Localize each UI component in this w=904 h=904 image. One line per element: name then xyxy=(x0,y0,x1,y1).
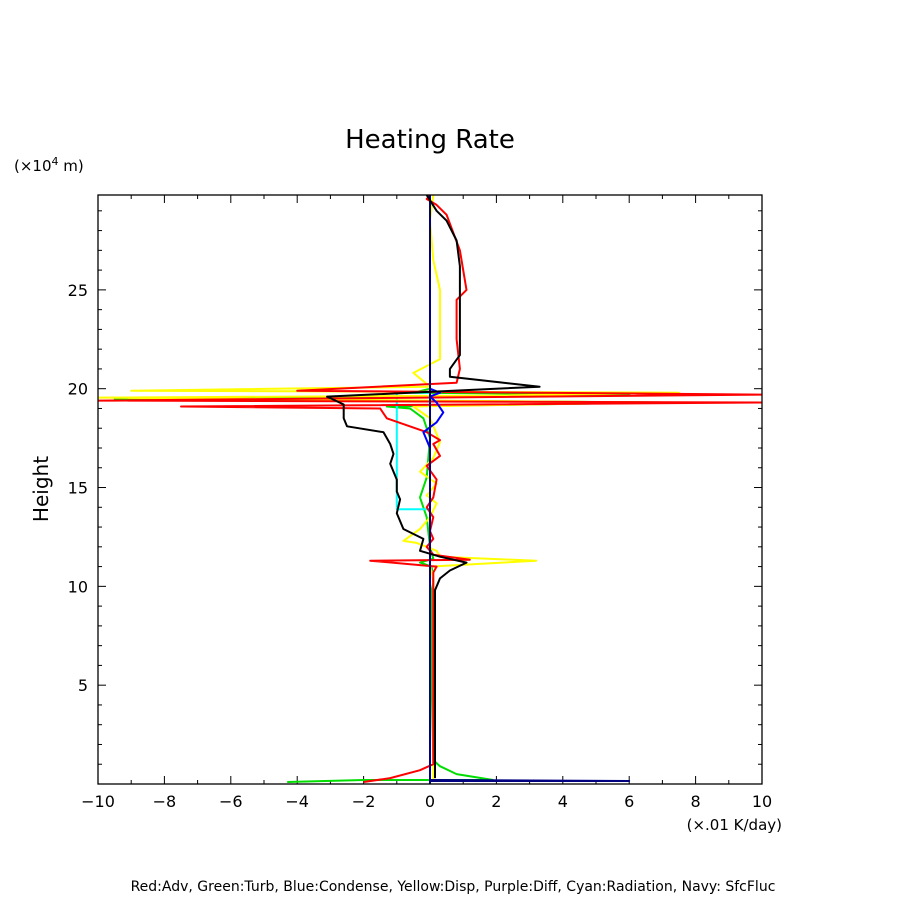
data-series xyxy=(98,195,762,784)
series-line-total xyxy=(326,195,541,779)
x-tick-label: −4 xyxy=(285,792,309,811)
plot-frame xyxy=(97,194,763,785)
x-tick-label: 8 xyxy=(691,792,701,811)
x-axis-unit: (×.01 K/day) xyxy=(687,816,782,834)
series-line-sfcfluc xyxy=(429,195,631,784)
x-tick-label: 0 xyxy=(425,792,435,811)
y-axis-unit-suffix: m) xyxy=(59,157,84,175)
series-color-legend: Red:Adv, Green:Turb, Blue:Condense, Yell… xyxy=(131,879,776,895)
series-line-adv xyxy=(98,195,762,783)
series-line-disp xyxy=(98,195,680,780)
chart-title: Heating Rate xyxy=(345,125,515,155)
y-axis-unit-exponent: 4 xyxy=(52,155,59,168)
x-tick-label: −10 xyxy=(81,792,115,811)
x-tick-label: 2 xyxy=(491,792,501,811)
y-axis-unit-prefix: (×10 xyxy=(14,157,52,175)
x-tick-label: −6 xyxy=(219,792,243,811)
series-line-turb xyxy=(113,195,664,783)
y-axis-unit: (×104 m) xyxy=(14,155,84,175)
y-tick-label: 10 xyxy=(68,577,88,596)
x-tick-label: −2 xyxy=(352,792,376,811)
x-tick-label: −8 xyxy=(153,792,177,811)
y-axis-label: Height xyxy=(29,456,53,522)
y-tick-label: 25 xyxy=(68,281,88,300)
x-tick-label: 4 xyxy=(558,792,568,811)
axis-ticks: −10 −8 −6 −4 −2 0 2 4 6 8 10 5 10 15 20 25 xyxy=(68,195,772,811)
x-tick-label: 6 xyxy=(624,792,634,811)
y-tick-label: 15 xyxy=(68,479,88,498)
y-tick-label: 20 xyxy=(68,380,88,399)
x-tick-label: 10 xyxy=(752,792,772,811)
y-tick-label: 5 xyxy=(78,676,88,695)
